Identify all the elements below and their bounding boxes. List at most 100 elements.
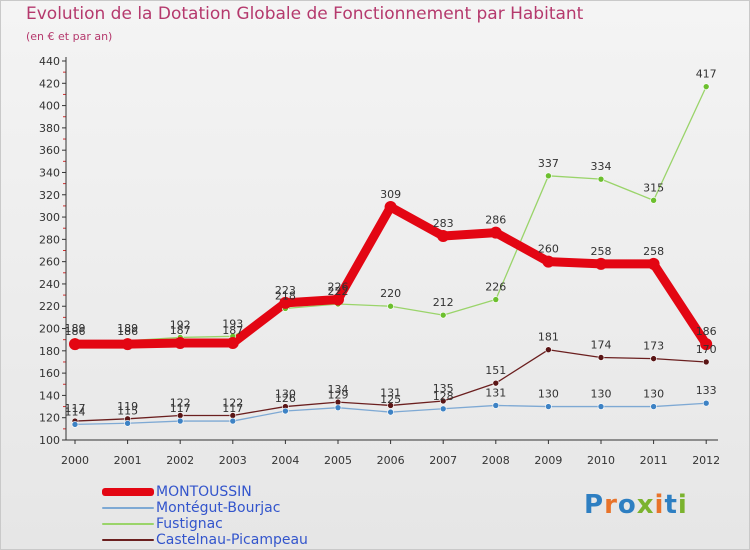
legend-swatch <box>102 539 154 541</box>
legend-item: MONTOUSSIN <box>102 484 308 500</box>
data-point <box>439 405 447 413</box>
legend-label: Castelnau-Picampeau <box>156 532 308 548</box>
y-tick-label: 400 <box>39 100 60 113</box>
data-label: 223 <box>275 284 296 297</box>
legend-label: Montégut-Bourjac <box>156 500 281 516</box>
legend-swatch <box>102 488 154 496</box>
data-label: 309 <box>380 188 401 201</box>
data-label: 151 <box>485 364 506 377</box>
data-point <box>650 403 657 410</box>
y-tick-label: 160 <box>39 367 60 380</box>
chart-legend: MONTOUSSIN Montégut-Bourjac Fustignac Ca… <box>102 484 308 548</box>
data-label: 187 <box>170 324 191 337</box>
logo-letter: x <box>636 490 655 520</box>
x-tick-label: 2000 <box>61 454 89 467</box>
data-label: 187 <box>222 324 243 337</box>
data-point <box>492 379 500 387</box>
data-point <box>124 419 131 427</box>
logo-letter: t <box>664 490 678 520</box>
y-tick-label: 440 <box>39 55 60 68</box>
data-label: 337 <box>538 157 559 170</box>
data-label: 114 <box>65 405 86 418</box>
data-point <box>226 337 239 350</box>
data-point <box>279 296 292 309</box>
x-tick-label: 2011 <box>640 454 668 467</box>
data-point <box>702 83 710 90</box>
data-label: 222 <box>328 285 349 298</box>
legend-item: Montégut-Bourjac <box>102 500 308 516</box>
data-point <box>176 417 184 425</box>
x-tick-label: 2002 <box>166 454 194 467</box>
data-label: 117 <box>65 402 86 415</box>
data-point <box>542 255 555 268</box>
data-label: 131 <box>380 386 401 399</box>
logo-letter: P <box>584 490 605 520</box>
y-tick-label: 280 <box>39 233 60 246</box>
data-label: 133 <box>696 384 717 397</box>
data-point <box>384 201 397 214</box>
data-point <box>702 399 710 407</box>
x-tick-label: 2007 <box>429 454 457 467</box>
data-point <box>650 355 657 362</box>
y-tick-label: 240 <box>39 278 60 291</box>
data-point <box>69 338 81 351</box>
x-tick-label: 2010 <box>587 454 615 467</box>
data-label: 189 <box>65 322 86 335</box>
y-tick-label: 300 <box>39 211 60 224</box>
data-point <box>597 403 605 410</box>
data-label: 258 <box>643 245 664 258</box>
data-label: 286 <box>485 214 506 227</box>
data-point <box>492 402 500 409</box>
data-point <box>387 402 394 409</box>
data-label: 130 <box>275 388 296 401</box>
data-point <box>121 338 134 351</box>
y-tick-label: 220 <box>39 300 60 313</box>
data-point <box>332 293 344 306</box>
y-tick-label: 260 <box>39 256 60 269</box>
data-label: 122 <box>222 396 243 409</box>
data-point <box>595 257 607 270</box>
data-point <box>437 230 450 243</box>
data-label: 130 <box>591 388 612 401</box>
data-label: 181 <box>538 331 559 344</box>
data-label: 218 <box>275 289 296 302</box>
data-point <box>702 358 710 366</box>
data-label: 170 <box>696 343 717 356</box>
data-point <box>597 175 605 183</box>
y-tick-label: 200 <box>39 323 60 336</box>
data-label: 130 <box>538 388 559 401</box>
x-tick-label: 2004 <box>271 454 299 467</box>
data-point <box>282 407 289 415</box>
chart-subtitle: (en € et par an) <box>26 30 113 43</box>
x-tick-label: 2001 <box>114 454 142 467</box>
data-label: 126 <box>275 392 296 405</box>
x-tick-label: 2008 <box>482 454 510 467</box>
data-point <box>545 346 552 354</box>
x-tick-label: 2012 <box>692 454 720 467</box>
data-label: 315 <box>643 181 664 194</box>
legend-label: Fustignac <box>156 516 223 532</box>
data-label: 131 <box>485 386 506 399</box>
data-label: 193 <box>222 317 243 330</box>
y-tick-label: 100 <box>39 434 60 447</box>
data-label: 128 <box>433 390 454 403</box>
y-tick-label: 420 <box>39 77 60 90</box>
proxiti-logo: Proxiti <box>584 490 688 520</box>
logo-letter: o <box>617 490 637 520</box>
data-label: 220 <box>380 287 401 300</box>
data-label: 122 <box>170 396 191 409</box>
y-tick-label: 180 <box>39 345 60 358</box>
x-tick-label: 2003 <box>219 454 247 467</box>
data-point <box>489 226 502 239</box>
data-label: 129 <box>328 389 349 402</box>
data-label: 174 <box>591 339 612 352</box>
y-tick-label: 320 <box>39 189 60 202</box>
data-label: 117 <box>222 402 243 415</box>
legend-swatch <box>102 523 154 525</box>
x-tick-label: 2009 <box>534 454 562 467</box>
data-label: 189 <box>117 322 138 335</box>
y-tick-label: 340 <box>39 166 60 179</box>
data-point <box>492 296 500 303</box>
y-tick-label: 140 <box>39 389 60 402</box>
data-point <box>334 404 342 411</box>
